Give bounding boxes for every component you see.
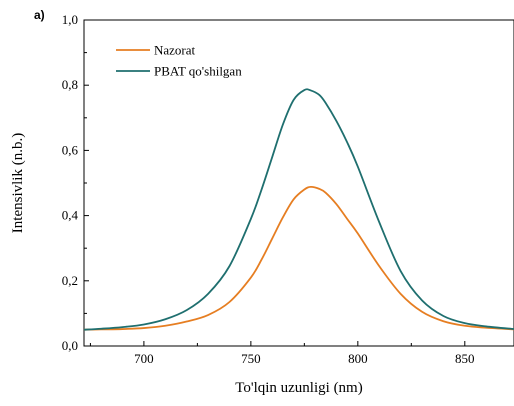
x-axis-title: To'lqin uzunligi (nm) xyxy=(235,380,362,396)
legend-label: Nazorat xyxy=(154,43,196,58)
y-axis: 0,0 0,2 0,4 0,6 0,8 1,0 xyxy=(62,12,89,353)
x-tick-label: 800 xyxy=(348,351,368,366)
series-line-nazorat xyxy=(83,186,514,331)
legend-label: PBAT qo'shilgan xyxy=(154,64,242,79)
y-tick-label: 0,4 xyxy=(62,208,79,223)
x-tick-label: 750 xyxy=(241,351,261,366)
x-tick-label: 700 xyxy=(134,351,154,366)
y-tick-label: 0,6 xyxy=(62,142,79,157)
y-tick-label: 1,0 xyxy=(62,12,78,27)
series-layer xyxy=(83,88,514,331)
series-line-pbat xyxy=(83,88,514,331)
plot-frame xyxy=(83,19,514,347)
y-tick-label: 0,0 xyxy=(62,338,78,353)
panel-label: a) xyxy=(34,8,45,22)
x-axis: 700 750 800 850 xyxy=(89,341,475,366)
y-axis-title: Intensivlik (n.b.) xyxy=(10,133,26,233)
legend: Nazorat PBAT qo'shilgan xyxy=(116,43,242,79)
y-tick-label: 0,8 xyxy=(62,77,78,92)
y-tick-label: 0,2 xyxy=(62,273,78,288)
x-tick-label: 850 xyxy=(455,351,475,366)
